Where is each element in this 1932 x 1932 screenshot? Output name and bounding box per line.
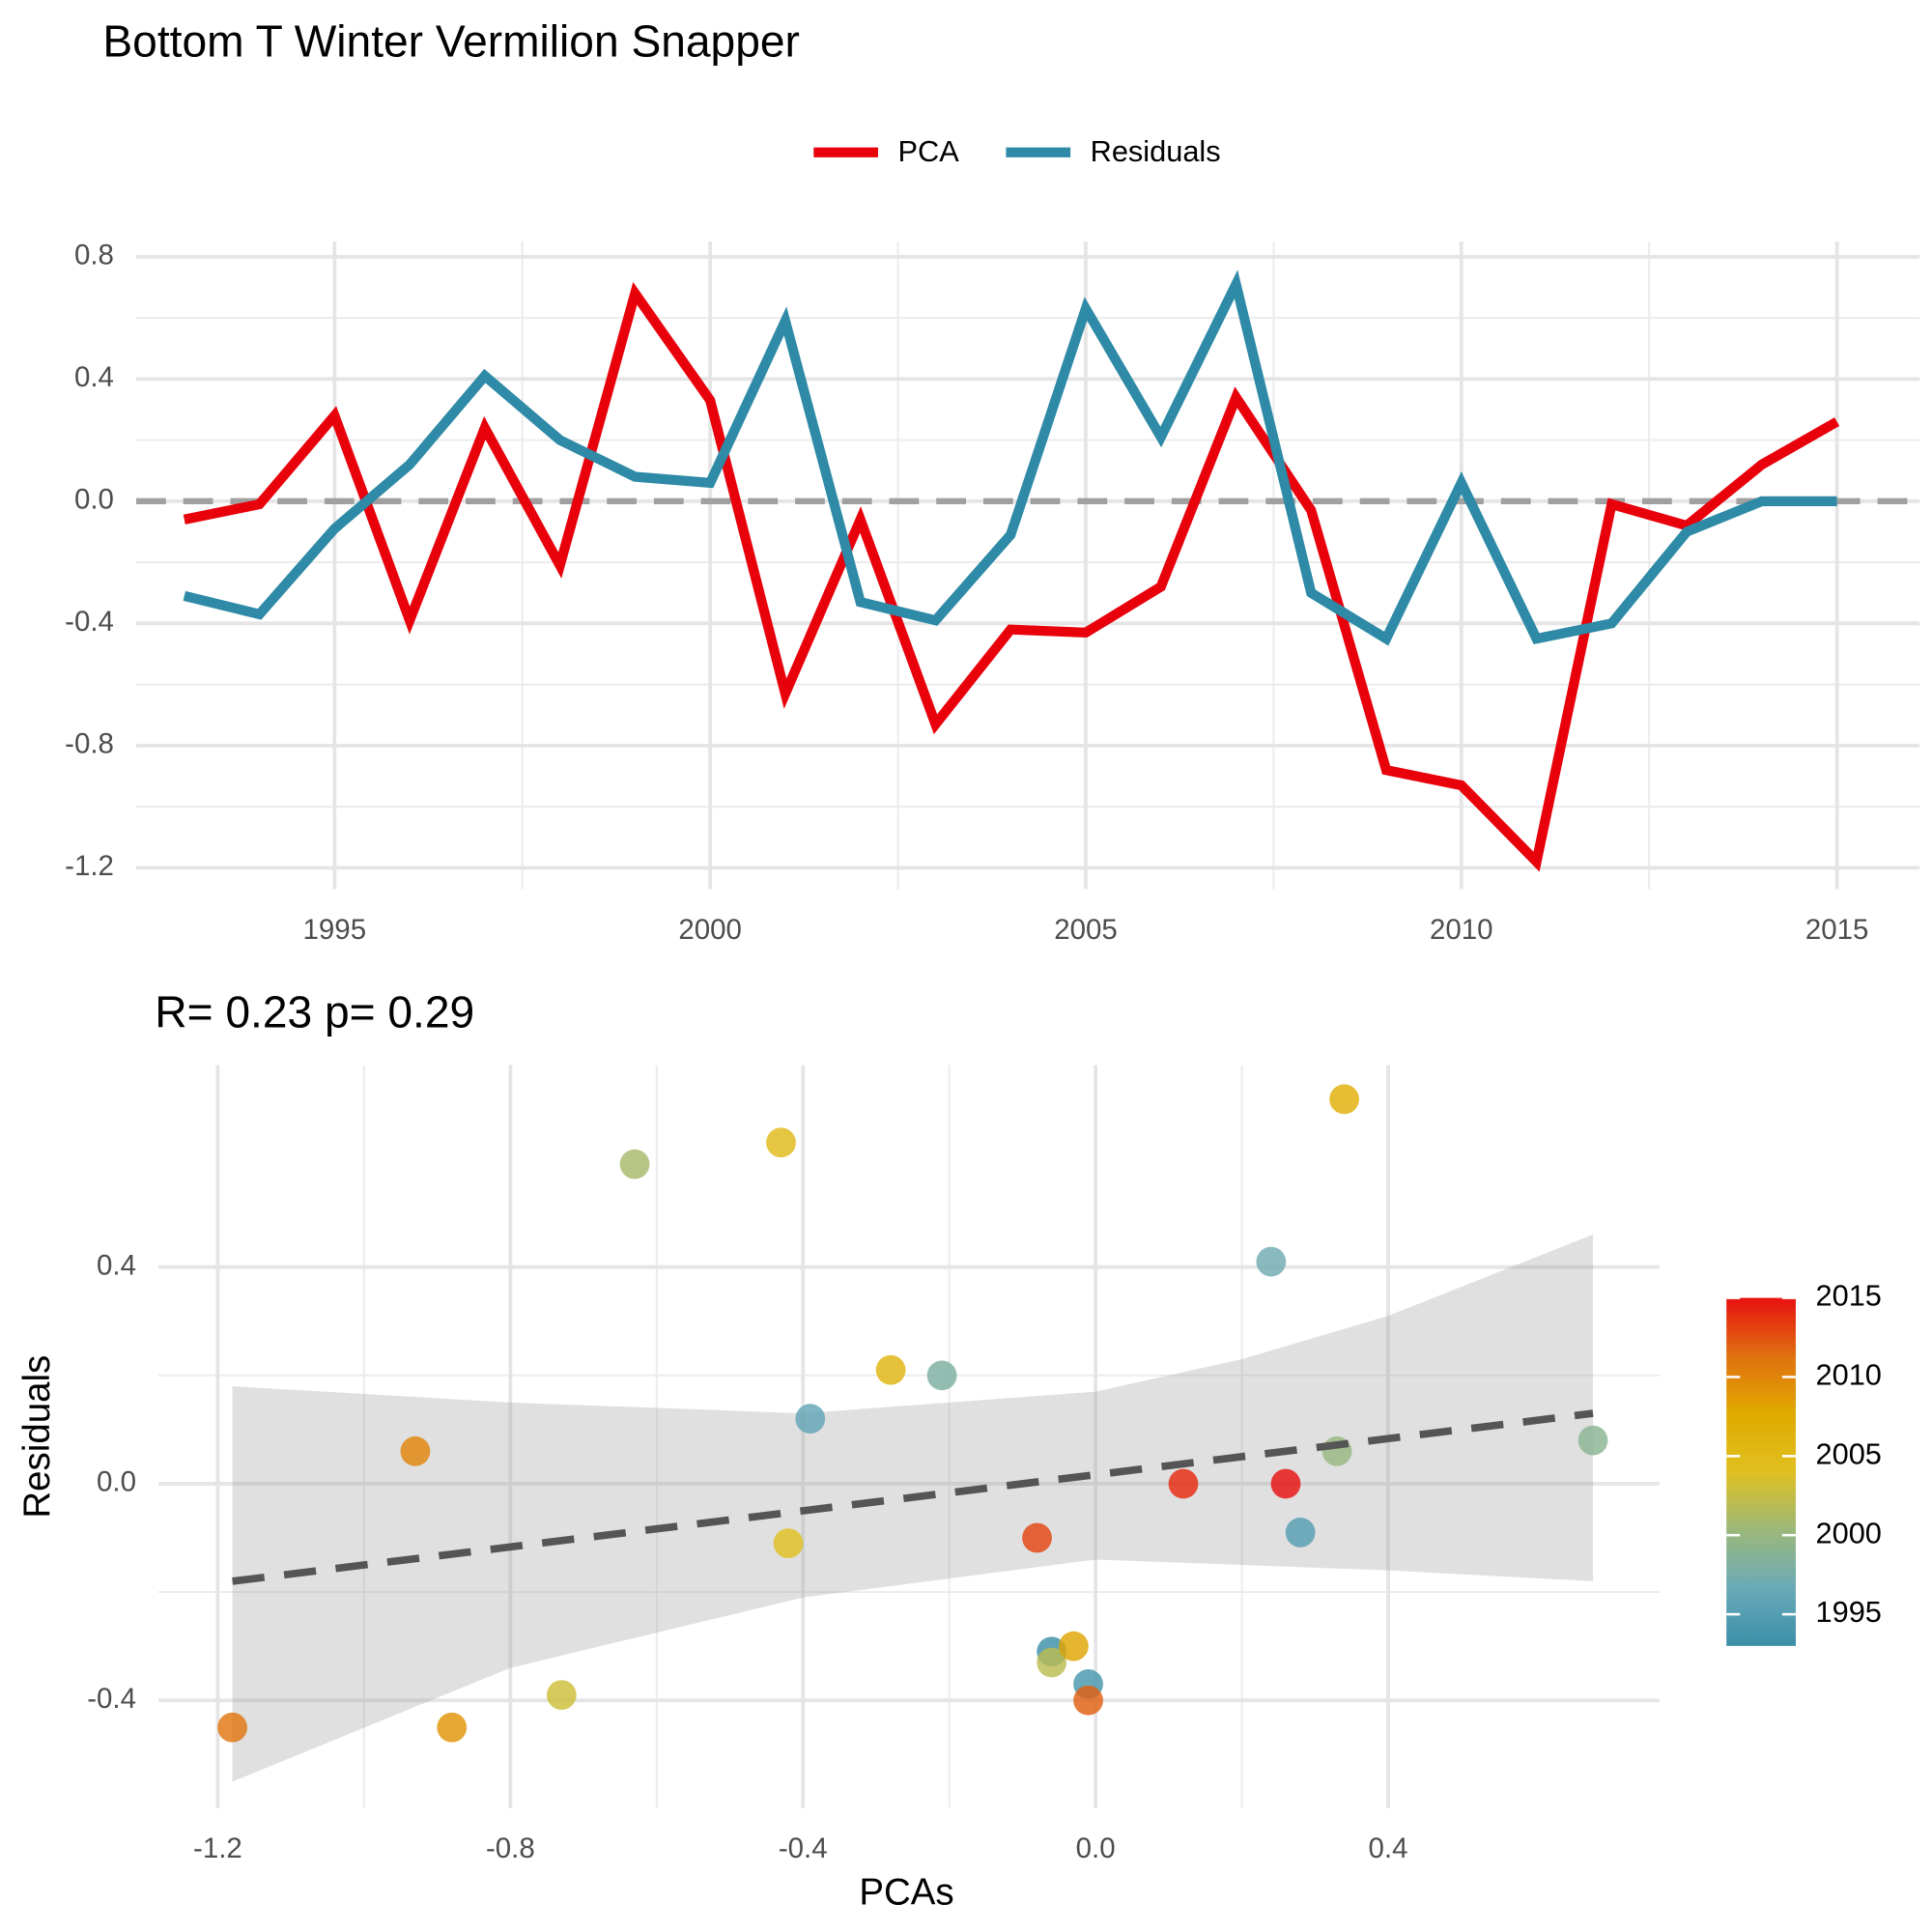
y-tick-label: -0.8 xyxy=(65,728,114,760)
x-tick-label: -1.2 xyxy=(193,1833,242,1864)
x-tick-label: -0.4 xyxy=(779,1833,828,1864)
chart-title: Bottom T Winter Vermilion Snapper xyxy=(102,15,799,66)
scatter-point xyxy=(1270,1468,1301,1499)
scatter-point xyxy=(1037,1647,1067,1678)
scatter-point xyxy=(875,1354,906,1385)
colorbar xyxy=(1726,1297,1796,1646)
confidence-band xyxy=(232,1235,1594,1782)
scatter-point xyxy=(619,1149,650,1179)
colorbar-label: 2015 xyxy=(1815,1279,1881,1313)
x-tick-label: 1995 xyxy=(303,914,367,946)
colorbar-label: 2005 xyxy=(1815,1436,1881,1470)
scatter-point xyxy=(1168,1468,1199,1499)
scatter-point xyxy=(926,1360,957,1391)
subplot-title: R= 0.23 p= 0.29 xyxy=(155,986,474,1037)
x-tick-label: 0.0 xyxy=(1076,1833,1116,1864)
scatter-point xyxy=(400,1435,431,1466)
colorbar-label: 2010 xyxy=(1815,1358,1881,1392)
scatter-point xyxy=(795,1404,826,1435)
series-line xyxy=(183,270,1837,646)
scatter-point xyxy=(546,1680,577,1711)
y-axis-label: Residuals xyxy=(16,1355,58,1519)
x-tick-label: 0.4 xyxy=(1369,1833,1408,1864)
scatter-point xyxy=(217,1712,247,1743)
scatter-point xyxy=(437,1712,468,1743)
y-tick-label: -0.4 xyxy=(65,606,114,638)
y-tick-label: -1.2 xyxy=(65,850,114,882)
y-tick-label: 0.4 xyxy=(97,1249,136,1281)
scatter-point xyxy=(773,1528,804,1559)
legend-label: Residuals xyxy=(1091,134,1221,168)
colorbar-label: 2000 xyxy=(1815,1516,1881,1549)
y-tick-label: 0.4 xyxy=(74,361,114,393)
y-tick-label: 0.8 xyxy=(74,240,114,271)
scatter-point xyxy=(1073,1685,1103,1716)
scatter-point xyxy=(1256,1246,1287,1277)
x-tick-label: -0.8 xyxy=(486,1833,535,1864)
x-tick-label: 2000 xyxy=(678,914,742,946)
x-tick-label: 2010 xyxy=(1430,914,1493,946)
x-axis-label: PCAs xyxy=(859,1872,953,1914)
scatter-point xyxy=(1285,1518,1316,1548)
y-tick-label: -0.4 xyxy=(87,1683,136,1715)
series-line xyxy=(183,281,1840,872)
x-tick-label: 2015 xyxy=(1805,914,1869,946)
x-tick-label: 2005 xyxy=(1054,914,1118,946)
colorbar-label: 1995 xyxy=(1815,1595,1881,1629)
y-tick-label: 0.0 xyxy=(74,484,114,516)
trend-line xyxy=(232,1409,1594,1585)
y-tick-label: 0.0 xyxy=(97,1466,136,1498)
scatter-point xyxy=(1022,1522,1052,1553)
scatter-point xyxy=(1577,1425,1608,1456)
legend-label: PCA xyxy=(897,134,959,168)
scatter-point xyxy=(766,1127,796,1158)
scatter-point xyxy=(1329,1084,1359,1115)
scatter-point xyxy=(1059,1631,1089,1662)
